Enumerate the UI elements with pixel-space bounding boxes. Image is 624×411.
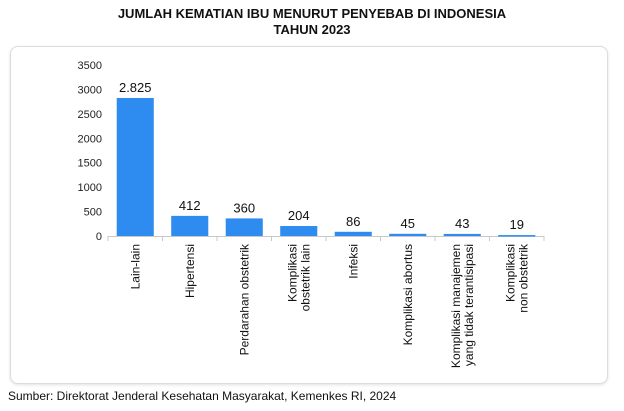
data-label: 45 <box>401 216 415 231</box>
bar <box>443 233 481 236</box>
bar <box>334 231 372 236</box>
y-tick-label: 500 <box>84 207 102 219</box>
x-tick-label: Komplikasi <box>285 244 299 302</box>
y-tick-label: 1000 <box>78 182 102 194</box>
y-tick-label: 3500 <box>78 60 102 72</box>
x-tick-label-group: Perdarahan obstetrik <box>237 243 251 355</box>
x-tick-label: non obstetrik <box>516 243 530 313</box>
x-tick-label-group: Infeksi <box>346 244 360 279</box>
bar <box>498 235 536 237</box>
x-tick-label-group: Komplikasi obstetrik lain <box>285 244 312 311</box>
data-label: 2.825 <box>119 80 152 95</box>
x-tick-label: Infeksi <box>346 244 360 279</box>
chart-title-line-1: JUMLAH KEMATIAN IBU MENURUT PENYEBAB DI … <box>117 6 507 21</box>
y-tick-label: 2500 <box>78 109 102 121</box>
x-tick-label: yang tidak terantisipasi <box>462 244 476 366</box>
data-label: 19 <box>510 217 524 232</box>
source-note: Sumber: Direktorat Jenderal Kesehatan Ma… <box>8 389 397 403</box>
x-tick-label: Lain-lain <box>128 244 142 289</box>
x-tick-label-group: Komplikasi abortus <box>401 244 415 345</box>
chart-panel <box>10 46 608 384</box>
y-tick-label: 1500 <box>78 158 102 170</box>
x-tick-label: Hipertensi <box>183 244 197 298</box>
bar <box>171 215 209 236</box>
x-tick-label-group: Komplikasi manajemen yang tidak terantisi… <box>449 244 476 368</box>
bar <box>225 218 263 236</box>
bar <box>116 97 154 236</box>
bar <box>389 233 427 236</box>
data-label: 412 <box>179 198 201 213</box>
y-tick-label: 0 <box>96 231 102 243</box>
x-tick-label: Komplikasi manajemen <box>449 244 463 368</box>
data-label: 204 <box>288 208 310 223</box>
x-tick-label: obstetrik lain <box>298 244 312 311</box>
x-tick-label-group: Hipertensi <box>183 244 197 298</box>
x-tick-label: Komplikasi abortus <box>401 244 415 345</box>
bar <box>280 226 318 236</box>
data-label: 43 <box>455 216 469 231</box>
y-tick-label: 2000 <box>78 133 102 145</box>
x-tick-label-group: Lain-lain <box>128 244 142 289</box>
x-tick-label: Perdarahan obstetrik <box>237 243 251 355</box>
data-label: 360 <box>233 200 255 215</box>
chart-title-line-2: TAHUN 2023 <box>273 22 351 37</box>
x-tick-label: Komplikasi <box>503 244 517 302</box>
data-label: 86 <box>346 214 360 229</box>
y-tick-label: 3000 <box>78 84 102 96</box>
x-tick-label-group: Komplikasi non obstetrik <box>503 243 530 313</box>
